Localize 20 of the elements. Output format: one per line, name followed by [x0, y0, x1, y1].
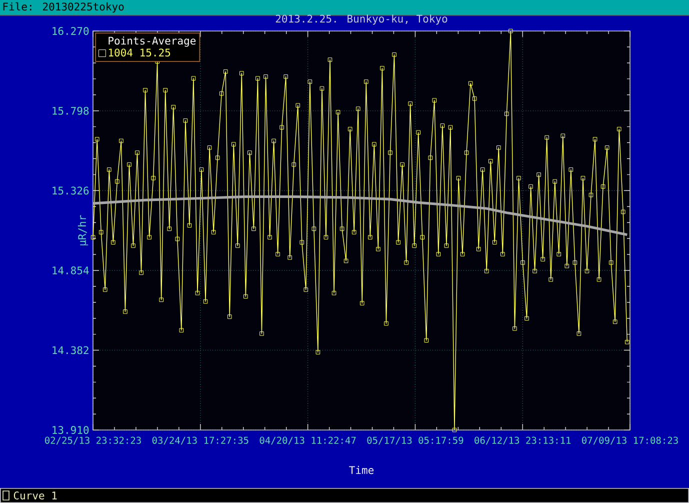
x-tick-label: 06/12/13 23:13:11	[474, 436, 571, 445]
text: File: 20130225tokyo	[3, 2, 124, 13]
chart-title: 2013.2.25. Bunkyo-ku, Tokyo	[276, 14, 448, 25]
y-tick-label: 15.798	[52, 106, 89, 115]
y-tick-label: 15.326	[52, 186, 89, 195]
x-tick-label: 07/09/13 17:08:23	[582, 436, 678, 445]
legend-label: 1004 15.25	[108, 48, 170, 57]
y-tick-label: 16.270	[52, 27, 89, 35]
text: Curve 1	[14, 492, 57, 500]
y-tick-label: 13.910	[52, 426, 89, 434]
y-tick-label: 14.854	[52, 266, 89, 274]
y-tick-label: 14.382	[52, 346, 88, 354]
x-tick-label: 02/25/13 23:32:23	[44, 436, 141, 445]
line-series	[93, 195, 628, 236]
x-tick-label: 04/20/13 11:22:47	[260, 436, 356, 445]
x-tick-label: 03/24/13 17:27:35	[152, 436, 248, 445]
y-axis-title: μR/hr	[78, 215, 88, 246]
x-tick-label: 05/17/13 05:17:59	[367, 436, 464, 445]
legend-title: Points-Average	[108, 36, 196, 47]
x-axis-title: Time	[349, 466, 374, 474]
